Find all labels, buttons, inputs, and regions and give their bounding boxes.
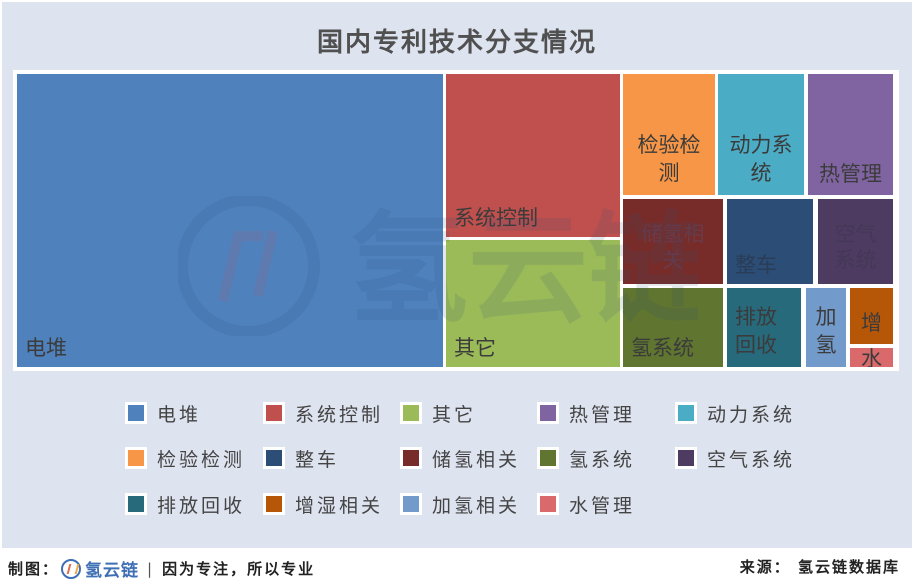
- legend-label: 排放回收: [157, 494, 246, 517]
- cell-humidification[interactable]: 增: [850, 288, 893, 344]
- legend-item[interactable]: 空气系统: [675, 445, 795, 471]
- cell-power-system[interactable]: 动力系 统: [718, 74, 804, 195]
- legend-label: 电堆: [157, 403, 202, 426]
- legend-swatch: [675, 402, 697, 424]
- legend-label: 检验检测: [157, 448, 246, 471]
- legend-item[interactable]: 系统控制: [263, 400, 383, 426]
- legend-item[interactable]: 电堆: [125, 400, 201, 426]
- cell-inspection[interactable]: 检验检 测: [623, 74, 715, 195]
- legend-swatch: [263, 493, 285, 515]
- cell-label-line2: 系统: [834, 248, 877, 272]
- legend-item[interactable]: 排放回收: [125, 491, 245, 517]
- cell-thermal[interactable]: 热管理: [808, 74, 893, 195]
- cell-label-line2: 氢: [815, 333, 837, 357]
- legend-item[interactable]: 水管理: [537, 491, 635, 517]
- legend-item[interactable]: 检验检测: [125, 445, 245, 471]
- legend-swatch: [263, 402, 285, 424]
- legend-label: 热管理: [569, 403, 636, 426]
- cell-label: 系统控制: [454, 206, 538, 230]
- legend-label: 系统控制: [295, 403, 384, 426]
- legend-item[interactable]: 氢系统: [537, 445, 635, 471]
- footer-brand: 氢云链: [85, 561, 140, 581]
- legend-swatch: [537, 493, 559, 515]
- cell-dianDui[interactable]: 电堆: [17, 74, 443, 367]
- legend-swatch: [125, 447, 147, 469]
- legend-label: 储氢相关: [432, 448, 521, 471]
- legend-item[interactable]: 加氢相关: [400, 491, 520, 517]
- footer-slogan: 因为专注，所以专业: [162, 560, 316, 578]
- legend-swatch: [400, 447, 422, 469]
- cell-label-line1: 加: [815, 305, 837, 329]
- cell-vehicle[interactable]: 整车: [727, 199, 813, 284]
- legend-item[interactable]: 热管理: [537, 400, 635, 426]
- cell-label-line2: 关: [662, 248, 684, 272]
- cell-water-management[interactable]: 水: [850, 348, 893, 367]
- legend-label: 加氢相关: [432, 494, 521, 517]
- footer-prefix: 制图：: [8, 560, 60, 578]
- legend-swatch: [263, 447, 285, 469]
- legend-swatch: [537, 447, 559, 469]
- legend-item[interactable]: 增湿相关: [263, 491, 383, 517]
- cell-label-line1: 排放: [735, 305, 777, 329]
- legend-swatch: [125, 493, 147, 515]
- legend-swatch: [125, 402, 147, 424]
- legend-item[interactable]: 储氢相关: [400, 445, 520, 471]
- legend-item[interactable]: 其它: [400, 400, 476, 426]
- cell-label-line2: 回收: [735, 333, 777, 357]
- cell-air-system[interactable]: 空气 系统: [818, 199, 893, 284]
- legend-label: 整车: [295, 448, 340, 471]
- cell-system-control[interactable]: 系统控制: [446, 74, 620, 237]
- cell-label: 水: [861, 348, 882, 367]
- cell-label-line2: 测: [658, 161, 680, 185]
- cell-refueling[interactable]: 加 氢: [806, 288, 846, 367]
- cell-exhaust-recovery[interactable]: 排放 回收: [727, 288, 801, 367]
- cell-label: 热管理: [819, 162, 882, 186]
- cell-label: 增: [861, 311, 882, 335]
- legend-swatch: [537, 402, 559, 424]
- cell-hydrogen-system[interactable]: 氢系统: [623, 288, 723, 367]
- legend-swatch: [400, 402, 422, 424]
- footer-separator: |: [147, 559, 155, 578]
- legend-label: 动力系统: [707, 403, 796, 426]
- legend-label: 水管理: [569, 494, 636, 517]
- legend-swatch: [675, 447, 697, 469]
- legend-swatch: [400, 493, 422, 515]
- legend-label: 增湿相关: [295, 494, 384, 517]
- footer-credit: 制图： 氢云链 | 因为专注，所以专业: [8, 556, 315, 581]
- brand-logo-icon: [61, 558, 82, 579]
- legend-label: 氢系统: [569, 448, 636, 471]
- legend-label: 其它: [432, 403, 477, 426]
- cell-label-line2: 统: [750, 161, 772, 185]
- cell-label: 整车: [735, 253, 777, 277]
- cell-label-line1: 空气: [834, 222, 877, 246]
- chart-title: 国内专利技术分支情况: [316, 28, 597, 58]
- cell-label-line1: 储氢相: [641, 222, 705, 246]
- cell-label: 其它: [454, 336, 496, 360]
- footer: 制图： 氢云链 | 因为专注，所以专业 来源： 氢云链数据库: [0, 548, 914, 584]
- cell-other[interactable]: 其它: [446, 240, 620, 367]
- cell-label-line1: 检验检: [637, 133, 701, 157]
- footer-source: 来源： 氢云链数据库: [739, 558, 900, 576]
- cell-label: 电堆: [25, 336, 67, 360]
- cell-label-line1: 动力系: [729, 133, 793, 157]
- legend-label: 空气系统: [707, 448, 796, 471]
- legend-item[interactable]: 动力系统: [675, 400, 795, 426]
- legend-item[interactable]: 整车: [263, 445, 339, 471]
- cell-label: 氢系统: [631, 336, 694, 360]
- cell-hydrogen-storage[interactable]: 储氢相 关: [623, 199, 723, 284]
